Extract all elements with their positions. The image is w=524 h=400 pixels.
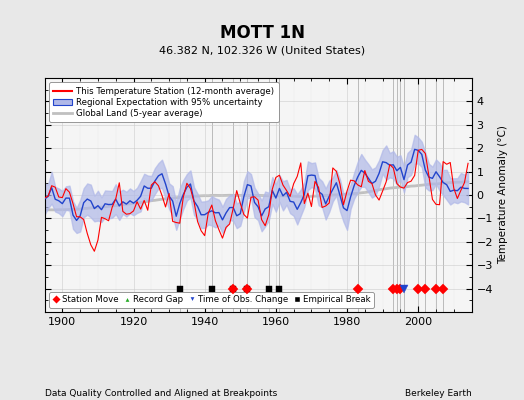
Text: 46.382 N, 102.326 W (United States): 46.382 N, 102.326 W (United States) [159, 45, 365, 55]
Text: Berkeley Earth: Berkeley Earth [405, 389, 472, 398]
Y-axis label: Temperature Anomaly (°C): Temperature Anomaly (°C) [498, 126, 508, 264]
Text: MOTT 1N: MOTT 1N [220, 24, 304, 42]
Text: Data Quality Controlled and Aligned at Breakpoints: Data Quality Controlled and Aligned at B… [45, 389, 277, 398]
Legend: Station Move, Record Gap, Time of Obs. Change, Empirical Break: Station Move, Record Gap, Time of Obs. C… [49, 292, 374, 308]
